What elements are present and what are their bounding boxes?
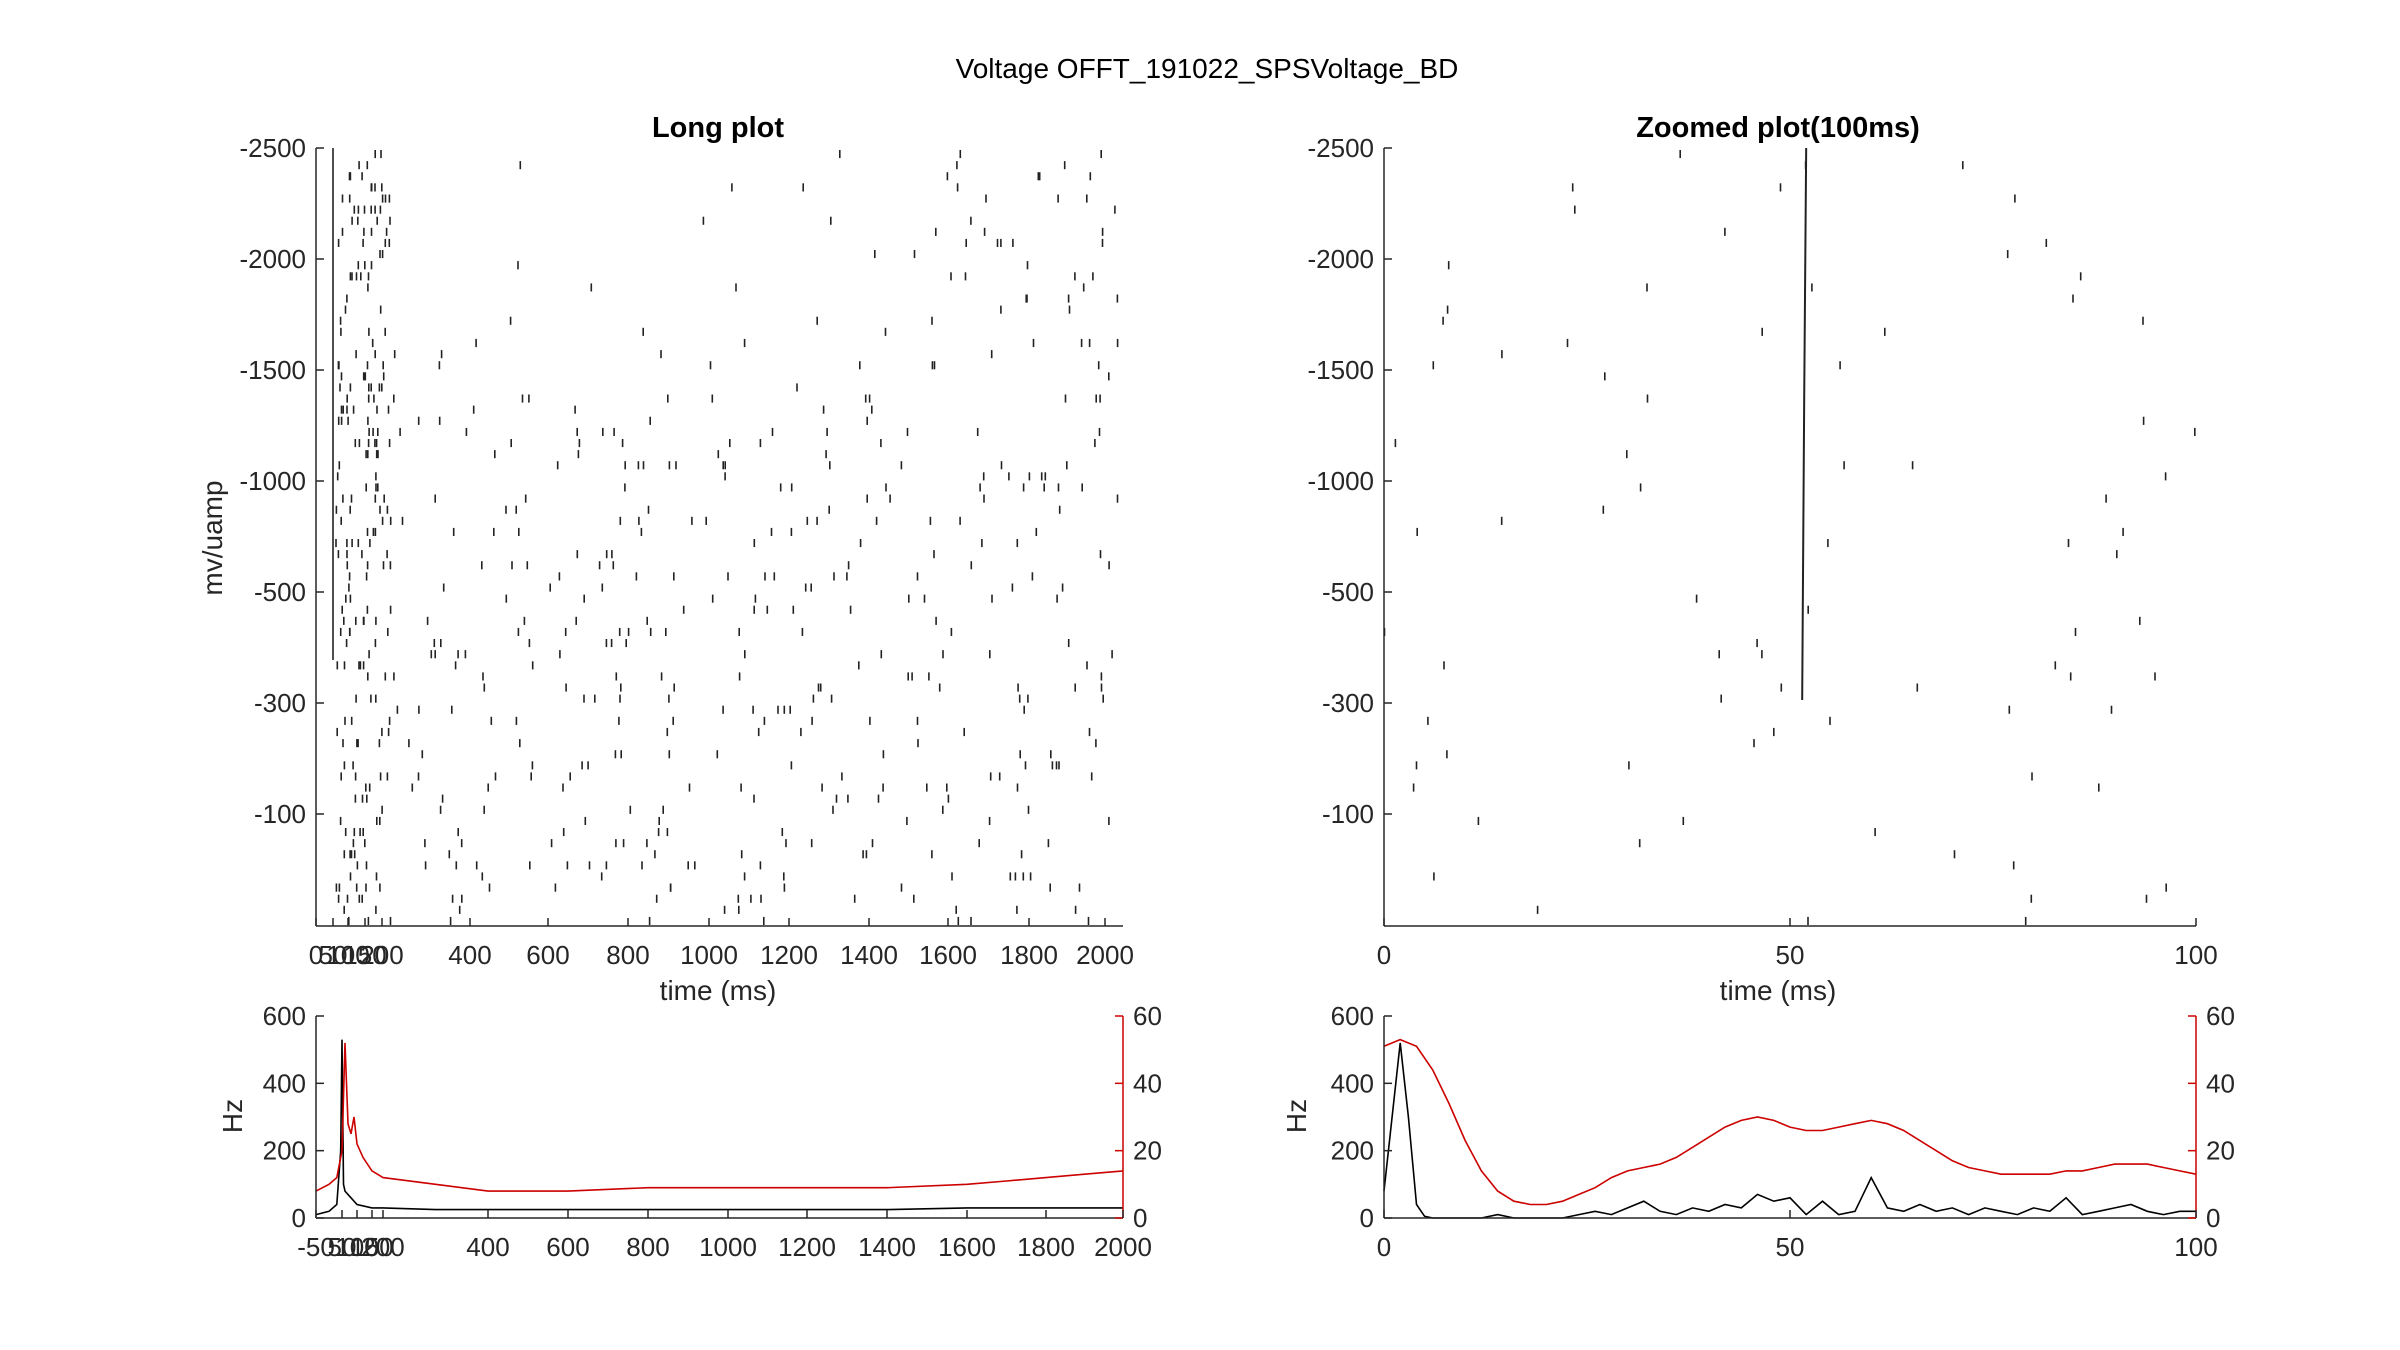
zoom-raster-axes: 0 50 100 -2500 -2000 -1500 -1000 -500 -300 -100	[1308, 133, 2218, 970]
zoom-raster-title: Zoomed plot(100ms)	[1636, 112, 1920, 144]
zoom-raster-x-tick-label: 50	[1776, 940, 1805, 970]
long-rate-left-tick-label: 600	[263, 1001, 306, 1031]
long-raster-x-tick-label: 100	[326, 940, 369, 970]
long-rate-x-tick-label: 1000	[699, 1232, 757, 1262]
long-rate-x-tick-label: 600	[546, 1232, 589, 1262]
long-raster-x-tick-label: 2000	[1076, 940, 1134, 970]
long-raster-x-tick-label: 1600	[919, 940, 977, 970]
long-rate-left-tick-label: 0	[292, 1203, 306, 1233]
long-raster-ylabel: mv/uamp	[197, 480, 228, 595]
figure-title: Voltage OFFT_191022_SPSVoltage_BD	[956, 53, 1459, 84]
long-rate-smoothed-rate-line	[315, 1042, 1124, 1192]
zoom-raster-panel: Zoomed plot(100ms) time (ms) 0 50 100 -2500…	[1308, 112, 2218, 1006]
long-raster-y-tick-label: -100	[254, 799, 306, 829]
zoom-raster-y-tick-label: -2500	[1308, 133, 1375, 163]
zoom-raster-y-tick-label: -1500	[1308, 355, 1375, 385]
long-raster-y-tick-label: -1000	[240, 466, 307, 496]
long-rate-x-tick-label: 50	[328, 1232, 357, 1262]
long-raster-y-tick-label: -500	[254, 577, 306, 607]
long-raster-xlabel: time (ms)	[660, 975, 777, 1006]
zoom-rate-ylabel: Hz	[1281, 1099, 1312, 1133]
zoom-rate-left-tick-label: 400	[1331, 1068, 1374, 1098]
zoom-raster-y-tick-label: -100	[1322, 799, 1374, 829]
long-raster-x-tick-label: 1800	[1000, 940, 1058, 970]
zoom-raster-stimulus-line	[1801, 147, 1808, 701]
zoom-rate-right-tick-label: 20	[2206, 1136, 2235, 1166]
long-raster-y-tick-label: -2000	[240, 244, 307, 274]
long-raster-x-tick-label: 800	[606, 940, 649, 970]
long-rate-left-tick-label: 200	[263, 1136, 306, 1166]
long-rate-right-tick-label: 0	[1133, 1203, 1147, 1233]
zoom-raster-y-tick-label: -1000	[1308, 466, 1375, 496]
long-rate-right-tick-label: 60	[1133, 1001, 1162, 1031]
long-rate-left-tick-label: 400	[263, 1068, 306, 1098]
long-rate-x-tick-label: -50	[297, 1232, 335, 1262]
long-rate-x-tick-label: 1400	[858, 1232, 916, 1262]
long-rate-series	[315, 1039, 1124, 1216]
zoom-raster-x-tick-label: 0	[1377, 940, 1391, 970]
long-raster-x-tick-label: 1200	[760, 940, 818, 970]
long-raster-y-tick-label: -1500	[240, 355, 307, 385]
long-raster-x-tick-label: 400	[448, 940, 491, 970]
long-rate-x-tick-label: 100	[335, 1232, 378, 1262]
long-raster-x-tick-label: 1000	[680, 940, 738, 970]
long-raster-title: Long plot	[652, 112, 784, 144]
zoom-rate-left-tick-label: 0	[1360, 1203, 1374, 1233]
zoom-rate-left-tick-label: 200	[1331, 1136, 1374, 1166]
long-rate-x-tick-label: 150	[350, 1232, 393, 1262]
zoom-rate-left-tick-label: 600	[1331, 1001, 1374, 1031]
long-raster-y-tick-label: -2500	[240, 133, 307, 163]
zoom-rate-right-tick-label: 40	[2206, 1068, 2235, 1098]
long-raster-x-tick-label: 0	[309, 940, 323, 970]
long-rate-raw-rate-line	[315, 1039, 1123, 1216]
zoom-raster-y-tick-label: -2000	[1308, 244, 1375, 274]
long-raster-panel: Long plot mv/uamp time (ms) 050100150200…	[197, 112, 1134, 1006]
zoom-raster-x-tick-label: 100	[2174, 940, 2217, 970]
zoom-raster-y-tick-label: -500	[1322, 577, 1374, 607]
long-rate-x-tick-label: 2000	[1094, 1232, 1152, 1262]
long-raster-x-tick-label: 150	[343, 940, 386, 970]
long-rate-x-tick-label: 1600	[938, 1232, 996, 1262]
long-rate-x-tick-label: 800	[626, 1232, 669, 1262]
zoom-raster-xlabel: time (ms)	[1720, 975, 1837, 1006]
zoom-raster-y-tick-label: -300	[1322, 688, 1374, 718]
zoom-rate-x-tick-label: 0	[1377, 1232, 1391, 1262]
zoom-rate-right-tick-label: 60	[2206, 1001, 2235, 1031]
long-rate-right-tick-label: 20	[1133, 1136, 1162, 1166]
long-rate-ylabel: Hz	[217, 1099, 248, 1133]
long-rate-right-tick-label: 40	[1133, 1068, 1162, 1098]
long-rate-x-tick-label: 200	[361, 1232, 404, 1262]
long-raster-x-tick-label: 600	[526, 940, 569, 970]
zoom-rate-right-tick-label: 0	[2206, 1203, 2220, 1233]
long-raster-x-tick-label: 1400	[840, 940, 898, 970]
long-rate-x-tick-label: 1800	[1017, 1232, 1075, 1262]
long-raster-spikes	[332, 148, 1119, 925]
long-rate-x-tick-label: 400	[466, 1232, 509, 1262]
zoom-raster-spikes	[1383, 147, 2196, 925]
long-raster-y-tick-label: -300	[254, 688, 306, 718]
long-raster-x-tick-label: 200	[360, 940, 403, 970]
long-raster-x-tick-label: 50	[319, 940, 348, 970]
zoom-rate-smoothed-rate-line	[1383, 1038, 2197, 1206]
zoom-rate-x-tick-label: 100	[2174, 1232, 2217, 1262]
long-rate-x-tick-label: 1200	[778, 1232, 836, 1262]
zoom-rate-x-tick-label: 50	[1776, 1232, 1805, 1262]
